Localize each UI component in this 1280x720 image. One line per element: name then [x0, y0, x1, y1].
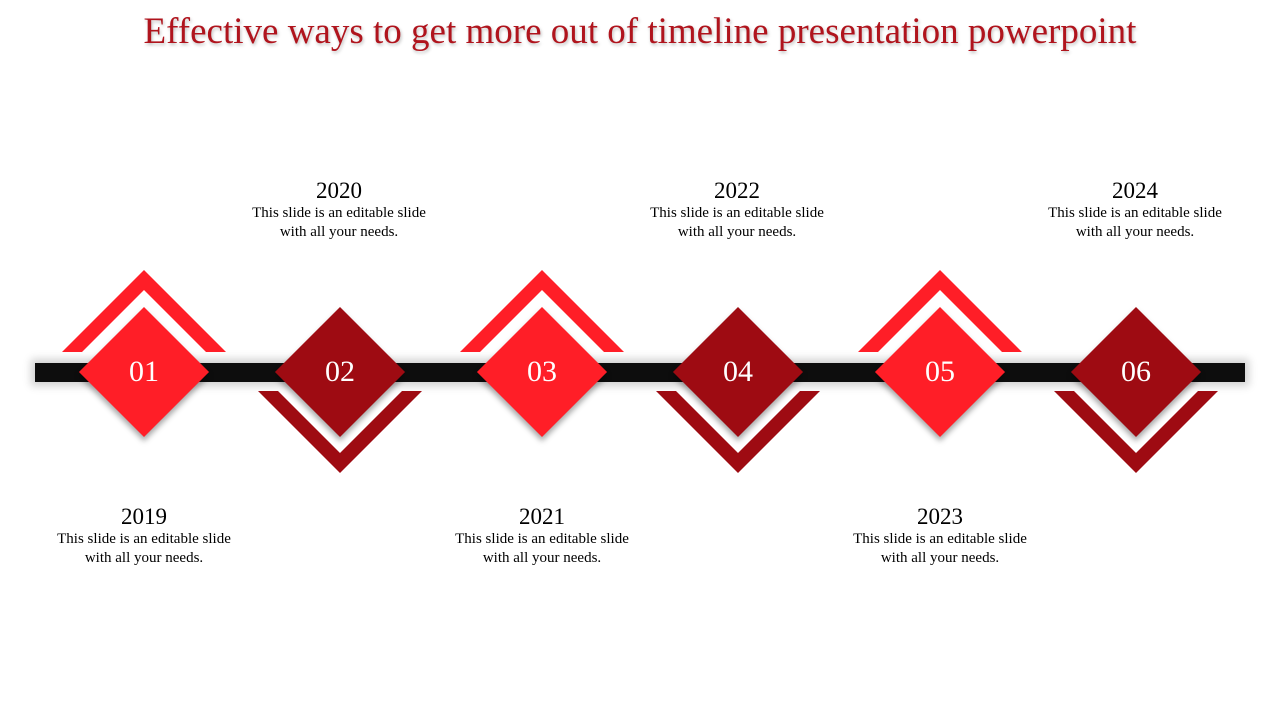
step-year-03: 2021 — [519, 504, 565, 529]
step-number-01: 01 — [129, 355, 159, 388]
step-desc-04-line1: This slide is an editable slide — [650, 205, 824, 221]
chevron-up-05 — [858, 270, 1022, 352]
step-number-02: 02 — [325, 355, 355, 388]
step-number-03: 03 — [527, 355, 557, 388]
step-year-05: 2023 — [917, 504, 963, 529]
step-label-04: 2022 This slide is an editable slide wit… — [617, 178, 857, 242]
step-desc-01-line1: This slide is an editable slide — [57, 531, 231, 547]
step-desc-02-line2: with all your needs. — [279, 224, 399, 240]
chevron-down-02 — [258, 391, 422, 473]
step-desc-04-line2: with all your needs. — [677, 224, 797, 240]
chevron-down-04 — [656, 391, 820, 473]
slide-title: Effective ways to get more out of timeli… — [143, 11, 1137, 52]
step-desc-01-line2: with all your needs. — [84, 550, 204, 566]
step-label-05: 2023 This slide is an editable slide wit… — [820, 504, 1060, 568]
step-label-06: 2024 This slide is an editable slide wit… — [1015, 178, 1255, 242]
step-number-05: 05 — [925, 355, 955, 388]
step-desc-03-line2: with all your needs. — [482, 550, 602, 566]
step-desc-02-line1: This slide is an editable slide — [252, 205, 426, 221]
step-desc-05-line2: with all your needs. — [880, 550, 1000, 566]
step-desc-05-line1: This slide is an editable slide — [853, 531, 1027, 547]
step-number-04: 04 — [723, 355, 753, 388]
step-year-02: 2020 — [316, 178, 362, 203]
step-desc-03-line1: This slide is an editable slide — [455, 531, 629, 547]
step-year-01: 2019 — [121, 504, 167, 529]
step-label-01: 2019 This slide is an editable slide wit… — [24, 504, 264, 568]
chevron-up-03 — [460, 270, 624, 352]
step-number-06: 06 — [1121, 355, 1151, 388]
step-label-02: 2020 This slide is an editable slide wit… — [219, 178, 459, 242]
chevron-up-01 — [62, 270, 226, 352]
step-year-04: 2022 — [714, 178, 760, 203]
step-desc-06-line2: with all your needs. — [1075, 224, 1195, 240]
step-year-06: 2024 — [1112, 178, 1158, 203]
step-desc-06-line1: This slide is an editable slide — [1048, 205, 1222, 221]
chevron-down-06 — [1054, 391, 1218, 473]
timeline-bar — [35, 363, 1245, 382]
step-label-03: 2021 This slide is an editable slide wit… — [422, 504, 662, 568]
